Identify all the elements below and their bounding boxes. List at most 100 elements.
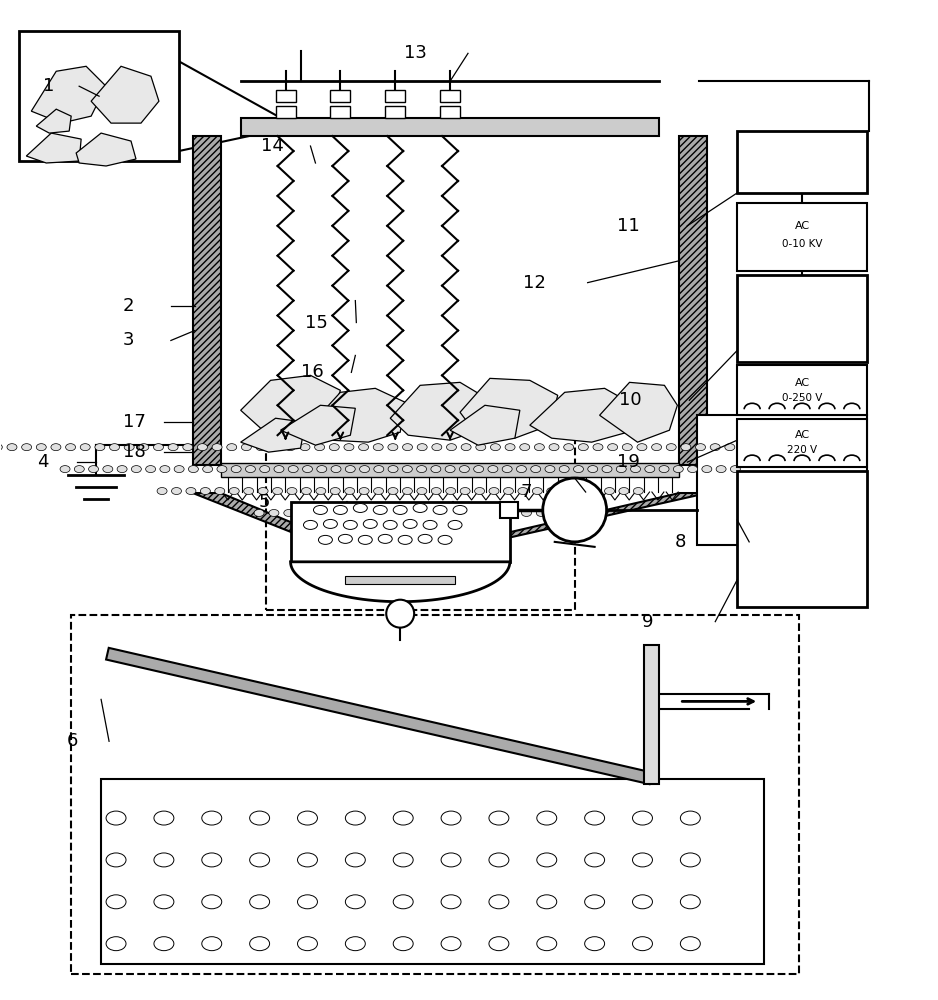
Ellipse shape [547,488,557,495]
Text: 12: 12 [523,274,546,292]
Ellipse shape [423,520,437,529]
Ellipse shape [227,444,236,451]
Ellipse shape [652,444,661,451]
Ellipse shape [393,811,413,825]
Ellipse shape [561,488,571,495]
Ellipse shape [316,488,325,495]
Ellipse shape [422,531,431,538]
Ellipse shape [549,444,559,451]
Ellipse shape [446,488,456,495]
Ellipse shape [250,853,269,867]
Ellipse shape [297,895,317,909]
Ellipse shape [318,535,332,544]
Ellipse shape [246,466,255,473]
Ellipse shape [229,488,239,495]
Polygon shape [679,136,707,465]
Ellipse shape [345,853,365,867]
Ellipse shape [399,535,412,544]
Ellipse shape [324,519,338,528]
Ellipse shape [154,853,174,867]
Ellipse shape [417,444,427,451]
Ellipse shape [413,503,427,512]
Ellipse shape [215,488,225,495]
Ellipse shape [432,509,443,516]
Ellipse shape [564,444,574,451]
Ellipse shape [446,466,455,473]
Text: AC: AC [794,378,809,388]
Ellipse shape [393,937,413,951]
Polygon shape [91,66,159,123]
Text: 15: 15 [306,314,328,332]
Bar [101,779,764,964]
Ellipse shape [441,853,461,867]
Ellipse shape [584,811,605,825]
Ellipse shape [297,811,317,825]
Text: 19: 19 [617,453,640,471]
Ellipse shape [680,895,701,909]
Ellipse shape [504,488,513,495]
Text: 18: 18 [123,443,145,461]
Ellipse shape [124,444,134,451]
Ellipse shape [110,444,119,451]
Ellipse shape [418,534,432,543]
Ellipse shape [602,466,612,473]
Ellipse shape [622,444,632,451]
Ellipse shape [505,444,515,451]
Polygon shape [310,388,405,442]
Ellipse shape [783,444,794,451]
Ellipse shape [386,531,397,538]
Ellipse shape [584,937,605,951]
Ellipse shape [298,509,309,516]
Ellipse shape [666,444,676,451]
Ellipse shape [51,444,61,451]
Bar [737,365,867,415]
Ellipse shape [202,937,221,951]
Polygon shape [241,418,306,452]
Ellipse shape [202,895,221,909]
Ellipse shape [537,937,557,951]
Ellipse shape [37,444,46,451]
Ellipse shape [333,505,347,514]
Polygon shape [193,136,220,465]
Ellipse shape [197,444,207,451]
Ellipse shape [441,811,461,825]
Bar [737,275,867,362]
Ellipse shape [433,505,447,514]
Ellipse shape [250,895,269,909]
Bar [20,31,179,161]
Ellipse shape [359,488,370,495]
Ellipse shape [416,466,427,473]
Ellipse shape [393,505,407,514]
Bar [500,502,518,518]
Ellipse shape [517,466,526,473]
Ellipse shape [250,811,269,825]
Ellipse shape [632,895,653,909]
Ellipse shape [448,520,462,529]
Ellipse shape [304,520,317,529]
Polygon shape [76,133,136,166]
Circle shape [386,600,415,628]
Ellipse shape [673,466,683,473]
Polygon shape [530,388,634,442]
Bar [737,131,867,193]
Ellipse shape [488,466,498,473]
Ellipse shape [258,488,268,495]
Ellipse shape [131,466,142,473]
Ellipse shape [489,895,509,909]
Ellipse shape [388,488,398,495]
Ellipse shape [431,488,441,495]
Ellipse shape [531,466,540,473]
Polygon shape [390,382,490,440]
Ellipse shape [388,444,398,451]
Ellipse shape [680,937,701,951]
Ellipse shape [254,509,265,516]
Ellipse shape [533,488,542,495]
Ellipse shape [154,895,174,909]
Ellipse shape [269,509,279,516]
Ellipse shape [186,488,196,495]
Ellipse shape [168,444,178,451]
Ellipse shape [402,444,413,451]
Polygon shape [106,648,652,784]
Ellipse shape [492,509,502,516]
Text: 13: 13 [403,44,427,62]
